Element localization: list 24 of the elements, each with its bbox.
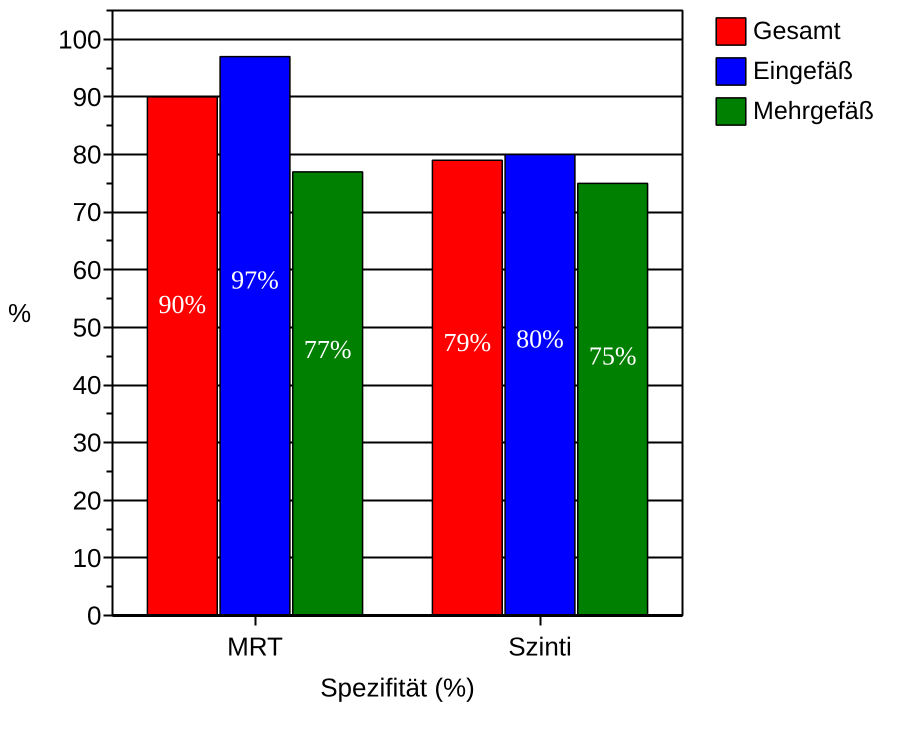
y-axis-title: % [8,298,32,328]
y-tick-label: 30 [72,428,102,458]
y-tick-label: 80 [72,140,102,170]
y-tick-label: 20 [72,485,102,516]
legend-label: Eingefäß [753,56,854,86]
y-tick-label: 100 [58,24,102,54]
y-tick-label: 60 [72,254,102,285]
y-tick-label: 70 [72,197,102,228]
x-axis-title: Spezifität (%) [320,672,475,702]
data-label: 97% [231,266,279,295]
x-tick-label: MRT [227,632,284,662]
y-tick-label: 0 [87,600,102,630]
data-label: 79% [443,328,492,357]
data-label: 77% [304,334,352,364]
data-label: 90% [158,290,206,319]
data-label: 75% [588,342,637,371]
x-tick-label: Szinti [508,632,572,662]
y-tick-label: 50 [72,312,102,342]
legend-label: Gesamt [753,16,841,46]
data-label: 80% [516,324,564,354]
legend-label: Mehrgefäß [753,96,874,126]
y-tick-label: 40 [72,370,102,400]
y-tick-label: 10 [72,542,102,573]
y-tick-label: 90 [72,82,102,112]
